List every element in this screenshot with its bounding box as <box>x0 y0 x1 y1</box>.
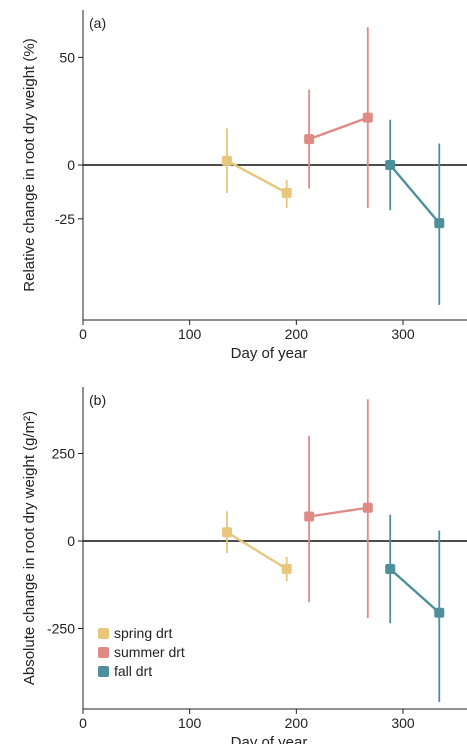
legend-label: summer drt <box>114 644 185 660</box>
legend-label: spring drt <box>114 625 172 641</box>
y-axis-title: Relative change in root dry weight (%) <box>21 38 38 291</box>
y-tick-label: 0 <box>67 157 75 173</box>
chart-panel-a: 50 0 -25 0 100 200 300 Day of year Relative chan… <box>21 10 467 362</box>
series-line <box>308 116 369 141</box>
data-point <box>281 564 292 574</box>
data-point <box>304 511 315 522</box>
y-tick-label: 0 <box>67 533 75 549</box>
legend-swatch <box>98 647 109 658</box>
legend-label: fall drt <box>114 663 152 679</box>
panel-label: (a) <box>89 15 106 31</box>
series-line <box>226 531 288 571</box>
series-fall-drt <box>385 119 445 305</box>
data-point <box>434 218 445 229</box>
series-line <box>389 568 441 614</box>
x-tick-label: 0 <box>79 715 87 731</box>
panel-label: (b) <box>89 392 106 408</box>
data-point <box>385 564 396 574</box>
data-point <box>281 187 292 198</box>
y-tick-label: 250 <box>52 446 76 462</box>
series-summer-drt <box>304 27 373 209</box>
x-tick-label: 300 <box>391 715 415 731</box>
x-tick-label: 200 <box>285 326 309 342</box>
data-point <box>362 502 373 513</box>
series-line <box>308 506 368 518</box>
x-axis-title: Day of year <box>231 734 308 744</box>
chart-panel-b: 250 0 -250 0 100 200 300 Day of year Absolute ch… <box>21 387 467 744</box>
y-axis-title: Absolute change in root dry weight (g/m²… <box>21 411 38 685</box>
x-tick-label: 300 <box>391 326 415 342</box>
series-fall-drt <box>385 514 445 702</box>
series-spring-drt <box>222 511 292 582</box>
legend-swatch <box>98 666 109 677</box>
series-spring-drt <box>222 128 292 209</box>
x-axis-title: Day of year <box>231 345 308 362</box>
y-tick-label: 50 <box>59 49 75 65</box>
data-point <box>434 607 445 618</box>
legend-swatch <box>98 628 109 639</box>
series-line <box>226 159 288 195</box>
data-point <box>222 527 232 538</box>
y-tick-label: -250 <box>47 621 75 637</box>
data-point <box>385 160 396 170</box>
data-point <box>362 112 373 123</box>
series-line <box>389 164 441 224</box>
legend: spring drt summer drt fall drt <box>98 625 185 679</box>
x-tick-label: 100 <box>178 326 202 342</box>
data-point <box>304 134 315 145</box>
series-summer-drt <box>304 399 373 618</box>
x-tick-label: 100 <box>178 715 202 731</box>
x-tick-label: 200 <box>285 715 309 731</box>
x-tick-label: 0 <box>79 326 87 342</box>
y-tick-label: -25 <box>55 211 75 227</box>
data-point <box>222 155 232 166</box>
